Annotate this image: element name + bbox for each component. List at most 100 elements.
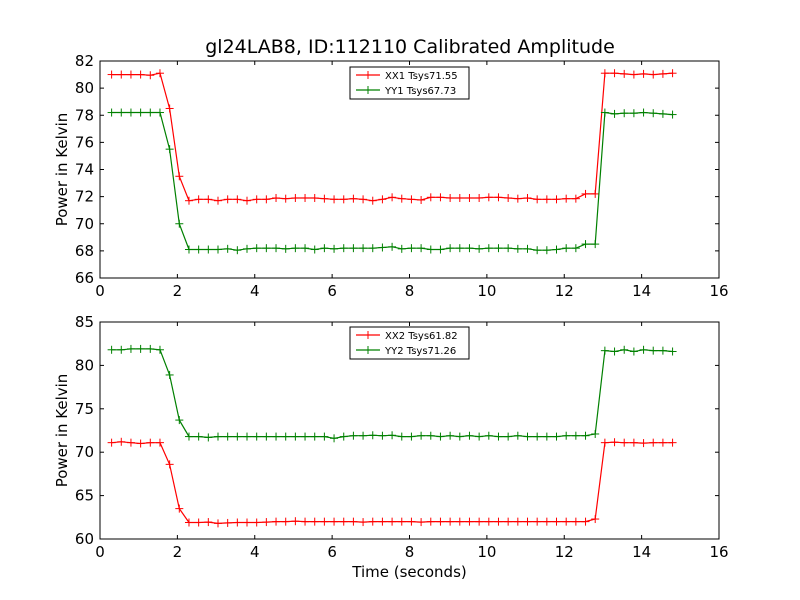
data-point	[117, 70, 126, 79]
data-point	[649, 438, 658, 447]
data-point	[126, 438, 135, 447]
data-point	[591, 515, 600, 524]
data-point	[349, 517, 358, 526]
data-point	[533, 246, 542, 255]
data-point	[213, 196, 222, 205]
data-point	[600, 438, 609, 447]
data-point	[455, 432, 464, 441]
data-point	[310, 193, 319, 202]
series-xx	[107, 437, 677, 528]
data-point	[368, 431, 377, 440]
data-point	[523, 517, 532, 526]
y-tick-label: 66	[75, 269, 94, 287]
data-point	[378, 431, 387, 440]
data-point	[591, 189, 600, 198]
data-point	[484, 517, 493, 526]
y-tick-label: 82	[75, 52, 94, 70]
data-point	[465, 193, 474, 202]
y-axis-label: Power in Kelvin	[53, 113, 71, 227]
data-point	[165, 370, 174, 379]
data-point	[310, 517, 319, 526]
x-tick-label: 16	[709, 543, 728, 561]
data-point	[649, 346, 658, 355]
x-tick-label: 10	[477, 282, 496, 300]
data-point	[117, 108, 126, 117]
data-point	[484, 244, 493, 253]
data-point	[475, 432, 484, 441]
legend: XX1 Tsys71.55 YY1 Tsys67.73	[349, 66, 470, 100]
data-point	[136, 439, 145, 448]
data-point	[542, 246, 551, 255]
legend-label: YY1 Tsys67.73	[384, 86, 456, 97]
data-point	[484, 193, 493, 202]
data-point	[571, 244, 580, 253]
data-point	[252, 518, 261, 527]
data-point	[233, 195, 242, 204]
data-point	[668, 438, 677, 447]
data-point	[562, 194, 571, 203]
data-point	[658, 346, 667, 355]
data-point	[591, 240, 600, 249]
data-point	[417, 518, 426, 527]
x-tick-label: 14	[632, 282, 651, 300]
legend-item: XX1 Tsys71.55	[356, 71, 458, 82]
data-point	[368, 196, 377, 205]
x-tick-label: 6	[327, 282, 337, 300]
data-point	[126, 70, 135, 79]
data-point	[436, 193, 445, 202]
data-point	[359, 431, 368, 440]
data-point	[359, 195, 368, 204]
data-point	[629, 109, 638, 118]
data-point	[504, 432, 513, 441]
legend: XX2 Tsys61.82 YY2 Tsys71.26	[349, 326, 470, 360]
data-point	[146, 344, 155, 353]
data-point	[301, 432, 310, 441]
data-point	[233, 246, 242, 255]
data-point	[417, 431, 426, 440]
data-point	[126, 108, 135, 117]
data-point	[349, 431, 358, 440]
x-tick-label: 6	[327, 543, 337, 561]
data-point	[368, 517, 377, 526]
data-point	[204, 245, 213, 254]
data-point	[446, 431, 455, 440]
y-tick-label: 85	[75, 313, 94, 331]
data-point	[600, 108, 609, 117]
data-point	[571, 194, 580, 203]
data-point	[155, 345, 164, 354]
data-point	[668, 347, 677, 356]
legend-item: XX2 Tsys61.82	[356, 331, 458, 342]
legend-item: YY2 Tsys71.26	[356, 346, 456, 357]
series-yy	[107, 344, 677, 443]
data-point	[629, 438, 638, 447]
data-point	[610, 347, 619, 356]
figure-title: gl24LAB8, ID:112110 Calibrated Amplitude	[205, 36, 615, 58]
data-point	[204, 518, 213, 527]
data-point	[494, 193, 503, 202]
data-point	[291, 517, 300, 526]
data-point	[175, 219, 184, 228]
data-point	[107, 70, 116, 79]
data-point	[252, 432, 261, 441]
legend-item: YY1 Tsys67.73	[356, 86, 456, 97]
data-point	[213, 245, 222, 254]
data-point	[165, 145, 174, 154]
data-point	[262, 432, 271, 441]
data-point	[542, 195, 551, 204]
data-point	[426, 517, 435, 526]
data-point	[107, 438, 116, 447]
data-point	[330, 434, 339, 443]
data-point	[581, 240, 590, 249]
data-point	[407, 244, 416, 253]
data-point	[542, 517, 551, 526]
legend-label: XX1 Tsys71.55	[385, 71, 458, 82]
data-point	[233, 432, 242, 441]
y-tick-label: 70	[75, 215, 94, 233]
data-point	[301, 244, 310, 253]
data-point	[504, 193, 513, 202]
y-tick-label: 74	[75, 161, 94, 179]
data-point	[320, 432, 329, 441]
y-tick-label: 65	[75, 487, 94, 505]
data-point	[658, 109, 667, 118]
data-point	[446, 244, 455, 253]
